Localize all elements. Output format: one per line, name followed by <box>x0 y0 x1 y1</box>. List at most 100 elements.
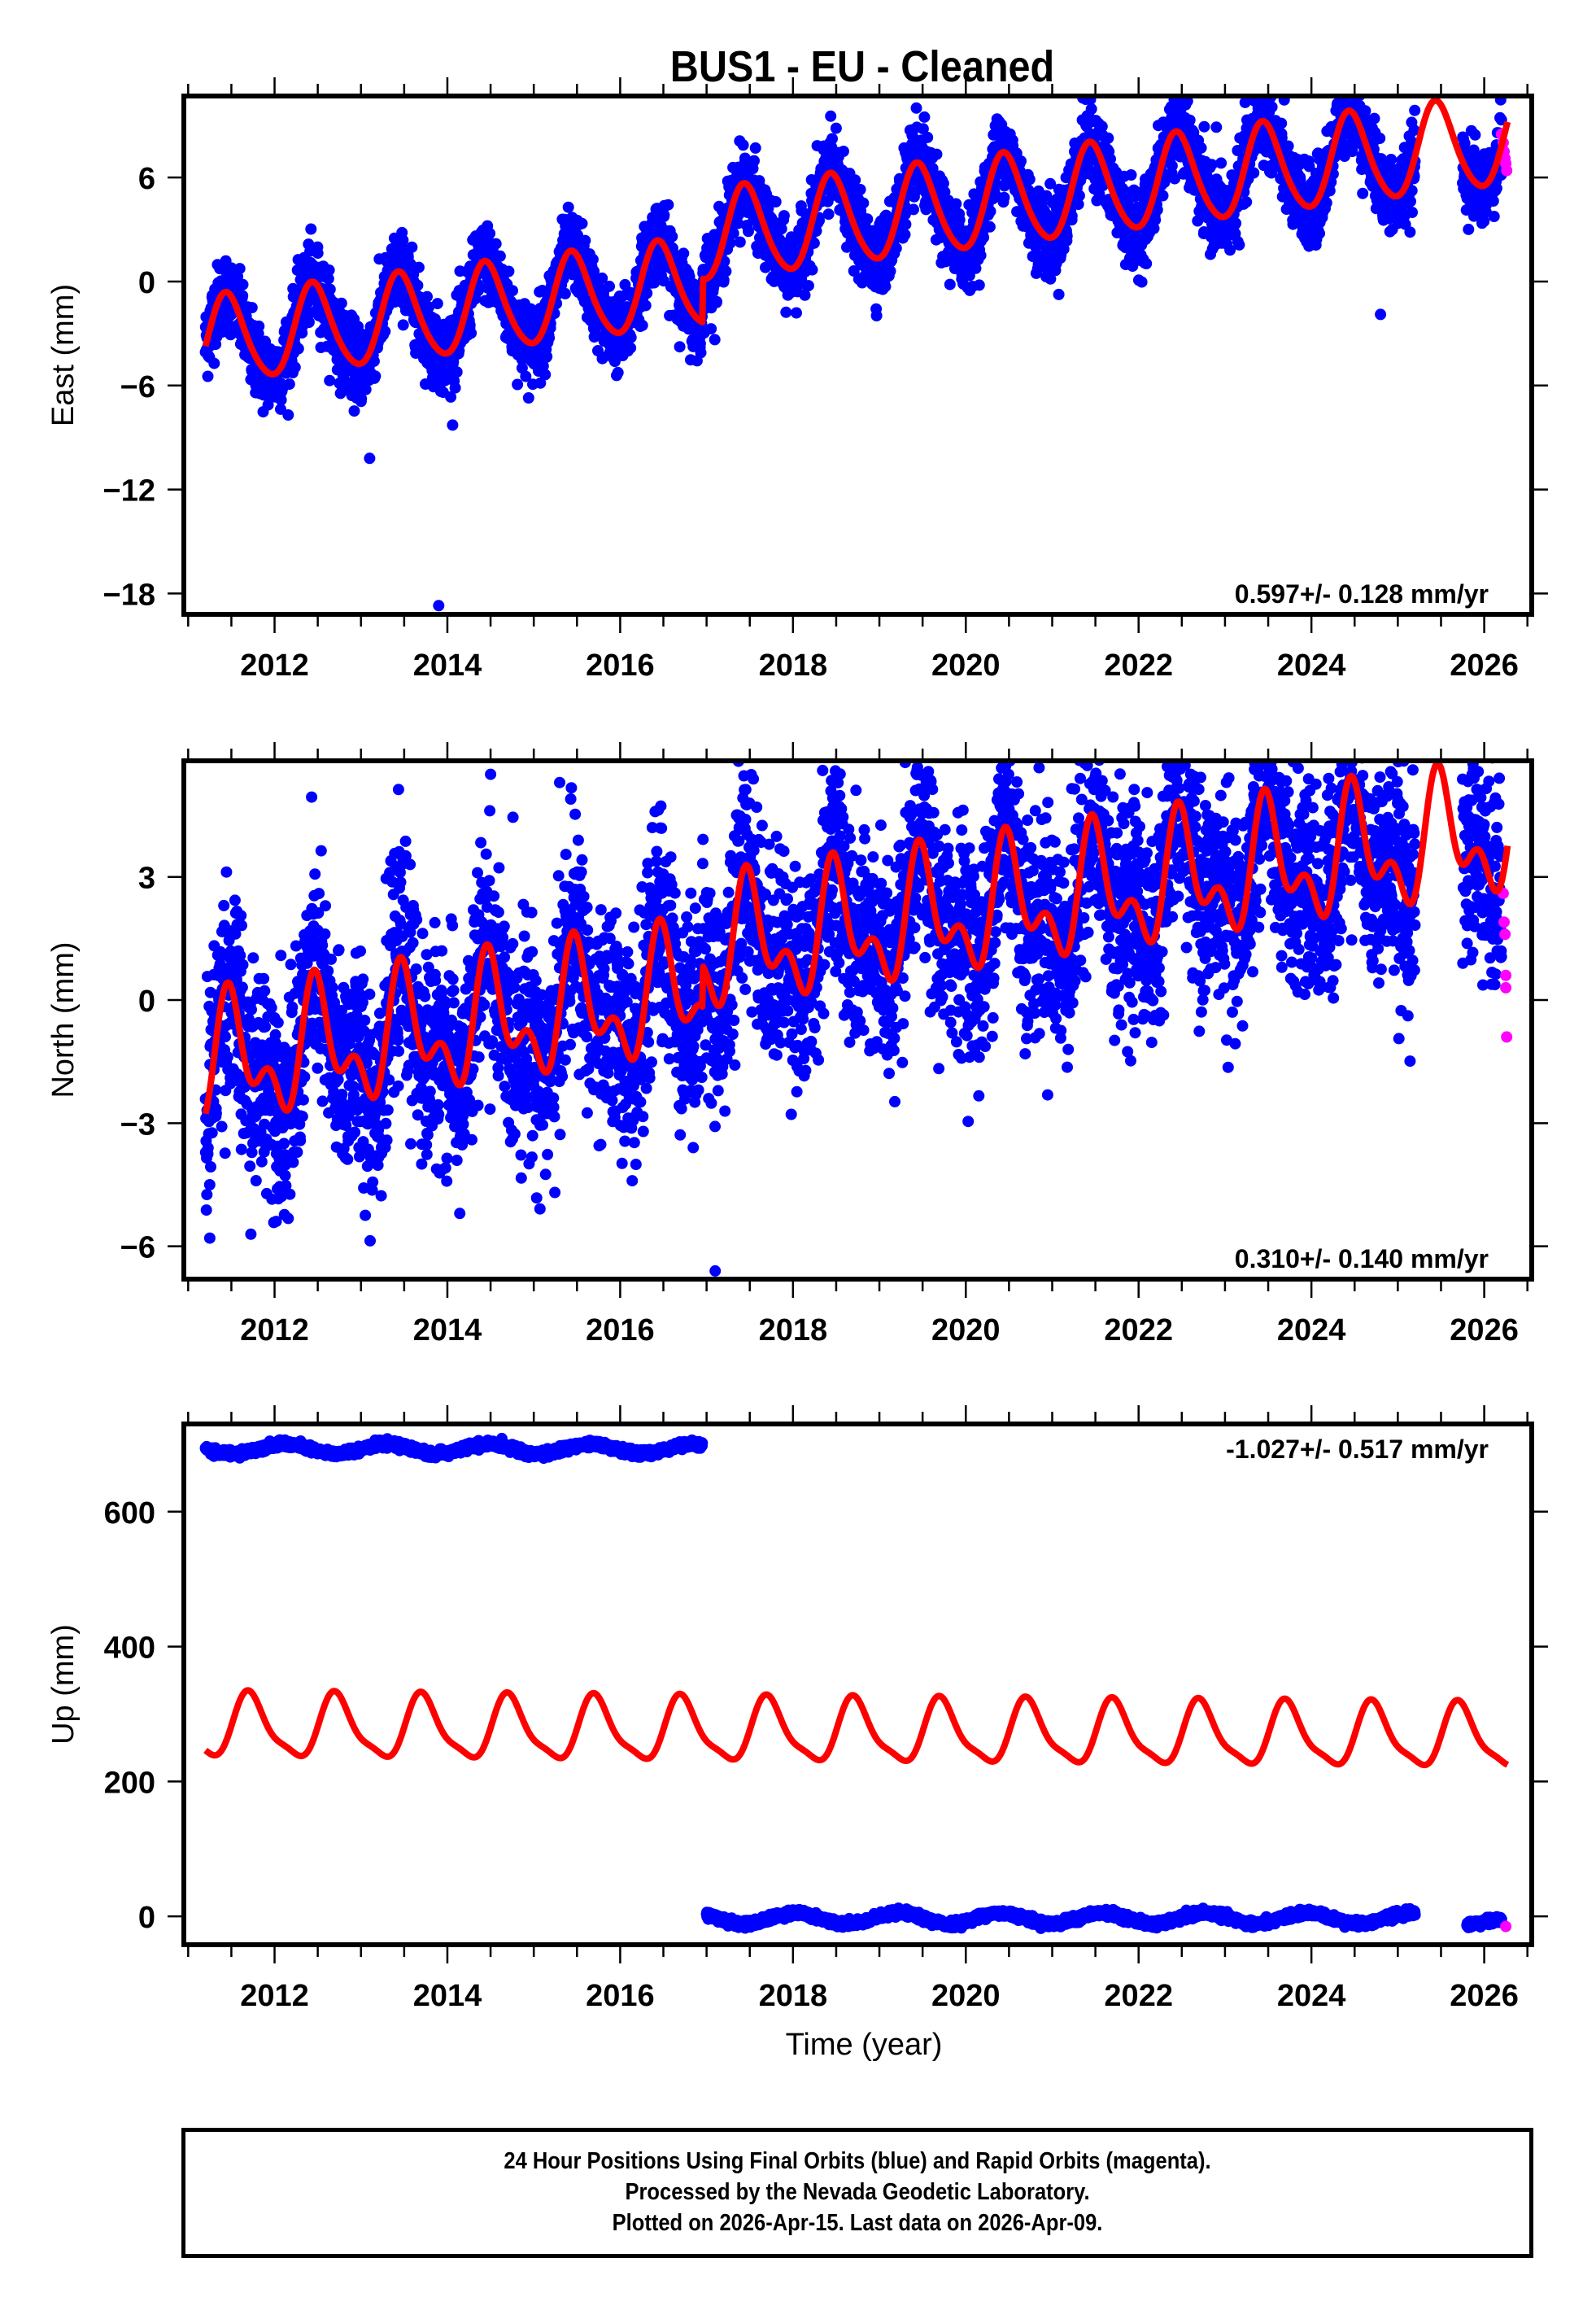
final-orbit-point <box>770 196 782 207</box>
final-orbit-point <box>727 227 739 239</box>
final-orbit-point <box>1336 84 1347 95</box>
final-orbit-point <box>431 298 443 310</box>
final-orbit-point <box>720 265 732 277</box>
final-orbit-point <box>641 287 653 299</box>
final-orbit-point <box>870 310 883 321</box>
final-orbit-point <box>1346 63 1358 75</box>
final-orbit-point <box>1102 132 1114 144</box>
final-orbit-point <box>1157 190 1169 202</box>
final-orbit-point <box>608 356 621 368</box>
final-orbit-point <box>694 338 706 350</box>
final-orbit-point <box>421 290 433 303</box>
final-orbit-point <box>520 370 532 382</box>
final-orbit-point <box>312 247 324 260</box>
final-orbit-point <box>412 279 424 291</box>
final-orbit-point <box>576 217 588 229</box>
final-orbit-point <box>1023 173 1036 186</box>
final-orbit-point <box>918 111 931 123</box>
final-orbit-point <box>953 214 966 226</box>
final-orbit-point <box>423 301 435 313</box>
final-orbit-point <box>799 289 811 301</box>
final-orbit-point <box>910 102 922 114</box>
final-orbit-point <box>808 237 820 249</box>
final-orbit-point <box>445 391 457 403</box>
final-orbit-point <box>1166 159 1178 172</box>
final-orbit-point <box>323 264 335 276</box>
final-orbit-point <box>732 217 744 229</box>
final-orbit-point <box>748 155 760 167</box>
final-orbit-point <box>292 343 304 355</box>
final-orbit-point <box>275 394 287 406</box>
final-orbit-point <box>233 263 246 275</box>
final-orbit-point <box>1195 142 1207 154</box>
final-orbit-point <box>837 146 849 157</box>
final-orbit-point <box>743 225 754 238</box>
final-orbit-point <box>625 342 637 354</box>
final-orbit-point <box>473 281 485 293</box>
final-orbit-point <box>379 325 391 338</box>
final-orbit-point <box>289 361 301 373</box>
final-orbit-point <box>695 347 707 359</box>
final-orbit-point <box>674 341 686 353</box>
final-orbit-point <box>429 313 441 325</box>
final-orbit-point <box>950 198 962 210</box>
final-orbit-point <box>983 221 996 233</box>
final-orbit-point <box>975 249 987 261</box>
final-orbit-point <box>322 273 334 285</box>
final-orbit-point <box>368 355 380 367</box>
final-orbit-point <box>666 230 678 242</box>
final-orbit-point <box>539 369 552 381</box>
final-orbit-point <box>780 306 792 318</box>
final-orbit-point <box>324 283 336 295</box>
final-orbit-point <box>806 264 818 276</box>
final-orbit-point <box>587 253 599 265</box>
final-orbit-point <box>490 238 502 250</box>
final-orbit-point <box>1337 75 1348 86</box>
final-orbit-point <box>639 299 652 312</box>
final-orbit-point <box>830 122 842 134</box>
final-orbit-point <box>412 261 425 273</box>
final-orbit-point <box>335 297 347 309</box>
final-orbit-point <box>908 203 919 216</box>
final-orbit-point <box>861 213 874 225</box>
final-orbit-point <box>857 197 870 209</box>
final-orbit-point <box>303 317 315 328</box>
final-orbit-point <box>1266 101 1278 113</box>
final-orbit-point <box>1140 258 1153 269</box>
final-orbit-point <box>1184 114 1196 126</box>
chart-title: BUS1 - EU - Cleaned <box>670 41 1054 91</box>
final-orbit-point <box>305 223 317 235</box>
final-orbit-point <box>494 250 506 262</box>
final-orbit-point <box>1230 217 1242 229</box>
final-orbit-point <box>1314 227 1325 239</box>
final-orbit-point <box>1275 117 1288 129</box>
final-orbit-point <box>1333 81 1345 93</box>
final-orbit-point <box>825 110 837 122</box>
final-orbit-point <box>1149 214 1162 226</box>
final-orbit-point <box>854 184 866 195</box>
final-orbit-point <box>900 218 912 230</box>
final-orbit-point <box>749 142 761 154</box>
final-orbit-point <box>1368 112 1380 124</box>
final-orbit-point <box>369 370 382 382</box>
final-orbit-point <box>612 366 624 378</box>
final-orbit-point <box>662 199 674 211</box>
final-orbit-point <box>397 319 409 331</box>
final-orbit-point <box>709 334 721 346</box>
final-orbit-point <box>1198 120 1210 133</box>
final-orbit-point <box>822 208 835 221</box>
final-orbit-point <box>625 331 637 343</box>
final-orbit-point <box>791 307 802 319</box>
final-orbit-point <box>1282 140 1294 152</box>
final-orbit-point <box>503 265 515 277</box>
final-orbit-point <box>636 319 648 331</box>
final-orbit-point <box>1374 133 1386 144</box>
final-orbit-point <box>484 227 496 239</box>
final-orbit-point <box>658 209 670 221</box>
final-orbit-point <box>208 357 220 369</box>
final-orbit-point <box>678 247 690 260</box>
final-orbit-point <box>711 295 722 308</box>
final-orbit-point <box>1248 167 1260 179</box>
final-orbit-point <box>944 278 956 290</box>
